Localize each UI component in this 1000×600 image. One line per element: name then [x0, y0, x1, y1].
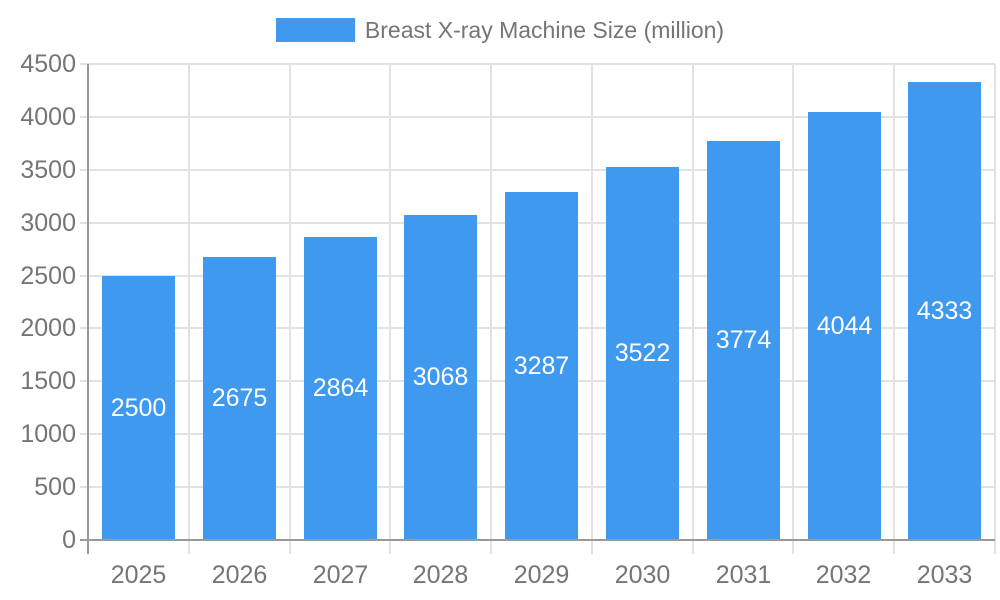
x-axis-label: 2028: [412, 561, 469, 589]
x-axis-label: 2032: [815, 561, 872, 589]
y-axis-label: 2000: [20, 314, 76, 342]
y-tick: [80, 275, 88, 277]
bar-2027[interactable]: 2864: [304, 237, 377, 540]
x-gridline: [994, 64, 996, 540]
x-axis-label: 2033: [916, 561, 973, 589]
y-axis-label: 4500: [20, 50, 76, 78]
y-gridline: [88, 169, 995, 171]
x-axis-label: 2030: [614, 561, 671, 589]
y-axis-label: 1500: [20, 367, 76, 395]
x-tick: [188, 540, 190, 554]
x-tick: [893, 540, 895, 554]
x-gridline: [289, 64, 291, 540]
x-axis-label: 2031: [715, 561, 772, 589]
x-axis-label: 2026: [211, 561, 268, 589]
y-tick: [80, 222, 88, 224]
y-gridline: [88, 63, 995, 65]
x-axis-label: 2025: [110, 561, 167, 589]
y-axis-label: 0: [62, 526, 76, 554]
bar-2025[interactable]: 2500: [102, 276, 175, 540]
legend[interactable]: Breast X-ray Machine Size (million): [0, 16, 1000, 44]
x-tick: [389, 540, 391, 554]
legend-swatch-icon: [275, 18, 355, 42]
y-gridline: [88, 116, 995, 118]
bar-2028[interactable]: 3068: [404, 215, 477, 540]
y-tick: [80, 327, 88, 329]
bar-value-label: 2500: [110, 393, 167, 422]
x-gridline: [389, 64, 391, 540]
y-axis-label: 1000: [20, 420, 76, 448]
bar-2026[interactable]: 2675: [203, 257, 276, 540]
x-gridline: [591, 64, 593, 540]
x-gridline: [792, 64, 794, 540]
x-tick: [591, 540, 593, 554]
y-tick: [80, 433, 88, 435]
y-axis-label: 3500: [20, 156, 76, 184]
y-axis-line: [87, 64, 89, 554]
y-axis-label: 4000: [20, 103, 76, 131]
y-tick: [80, 380, 88, 382]
bar-2032[interactable]: 4044: [808, 112, 881, 540]
x-tick: [289, 540, 291, 554]
y-axis-label: 500: [34, 473, 76, 501]
x-gridline: [490, 64, 492, 540]
bar-value-label: 3774: [715, 326, 772, 354]
x-tick: [994, 540, 996, 554]
bar-2031[interactable]: 3774: [707, 141, 780, 540]
x-axis-label: 2029: [513, 561, 570, 589]
x-gridline: [692, 64, 694, 540]
bar-value-label: 2864: [312, 374, 369, 402]
x-tick: [490, 540, 492, 554]
y-tick: [80, 486, 88, 488]
bar-value-label: 4333: [916, 296, 973, 325]
bar-2030[interactable]: 3522: [606, 167, 679, 540]
y-tick: [80, 116, 88, 118]
x-axis-line: [80, 539, 995, 541]
bar-value-label: 2675: [211, 384, 268, 412]
x-gridline: [893, 64, 895, 540]
bar-value-label: 4044: [816, 311, 873, 340]
y-tick: [80, 63, 88, 65]
x-tick: [692, 540, 694, 554]
y-axis-label: 3000: [20, 209, 76, 237]
bar-value-label: 3287: [513, 351, 570, 380]
bar-2033[interactable]: 4333: [908, 82, 981, 540]
bar-value-label: 3068: [412, 363, 469, 391]
bar-value-label: 3522: [614, 339, 671, 367]
x-tick: [792, 540, 794, 554]
bar-2029[interactable]: 3287: [505, 192, 578, 540]
x-gridline: [188, 64, 190, 540]
y-axis-label: 2500: [20, 262, 76, 290]
x-axis-label: 2027: [312, 561, 369, 589]
y-tick: [80, 169, 88, 171]
legend-label: Breast X-ray Machine Size (million): [364, 16, 725, 43]
